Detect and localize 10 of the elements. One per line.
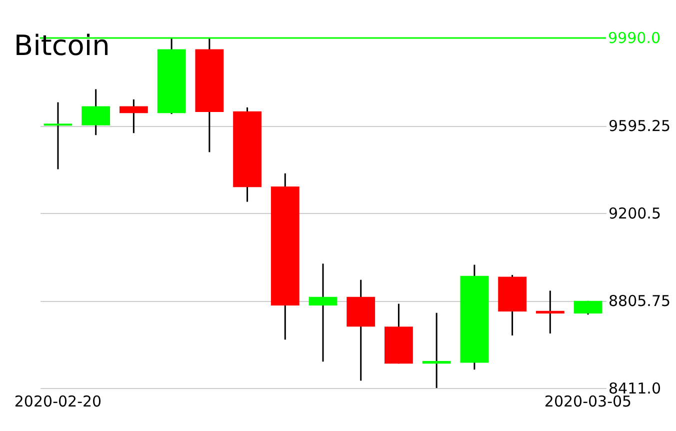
y-tick-label: 8805.75 bbox=[608, 292, 671, 310]
y-tick-label: 9595.25 bbox=[608, 117, 671, 135]
candlestick bbox=[308, 262, 338, 362]
ref-line-label: 9990.0 bbox=[608, 29, 660, 47]
y-tick-label: 9200.5 bbox=[608, 204, 661, 222]
x-tick-label: 2020-03-05 bbox=[544, 392, 632, 410]
candlestick bbox=[422, 312, 451, 389]
x-tick-label: 2020-02-20 bbox=[14, 392, 102, 410]
chart-title: Bitcoin bbox=[14, 29, 110, 62]
candlestick bbox=[536, 290, 564, 334]
